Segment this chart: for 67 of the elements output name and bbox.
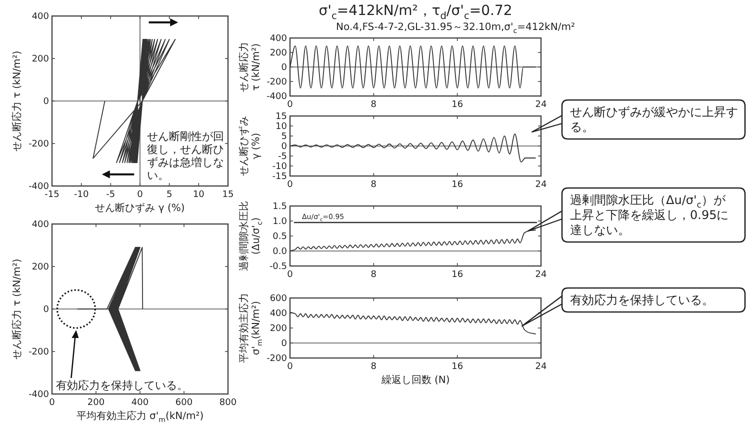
- x-tick-label: 24: [535, 180, 547, 190]
- x-tick-label: 24: [535, 362, 547, 372]
- x-tick-label: 16: [452, 270, 464, 280]
- y-tick-label: -400: [28, 390, 50, 400]
- x-tick-label: 15: [222, 190, 234, 200]
- annotation: 有効応力を保持している。: [56, 379, 188, 392]
- x-tick-label: 16: [452, 180, 464, 190]
- chart-subtitle: No.4,FS-4-7-2,GL-31.95～32.10m,σ'$_{c}$=412kN/m²: [336, 22, 575, 35]
- y-tick-label: 10: [276, 122, 288, 132]
- y-tick-label: 600: [270, 294, 288, 304]
- y-tick-label: 400: [270, 34, 288, 44]
- y-tick-label: -200: [28, 348, 50, 358]
- y-tick-label: 5: [281, 132, 287, 142]
- x-tick-label: -10: [74, 190, 89, 200]
- annotation: せん断剛性が回復し，せん断ひずみは急増しない。: [147, 130, 224, 182]
- y-tick-label: 0: [281, 63, 288, 73]
- x-tick-label: 8: [370, 180, 377, 190]
- y-tick-label: -0.5: [269, 262, 287, 272]
- x-tick-label: 10: [192, 190, 205, 200]
- y-tick-label: -15: [272, 172, 287, 182]
- x-tick-label: 600: [175, 398, 193, 408]
- x-tick-label: 5: [166, 190, 172, 200]
- y-tick-label: 200: [270, 324, 288, 334]
- text: せん断ひずみが緩やかに上昇する。: [570, 105, 738, 134]
- y-tick-label: -200: [266, 354, 288, 364]
- x-tick-label: 16: [452, 362, 464, 372]
- x-axis-title: せん断ひずみ γ (%): [95, 202, 185, 214]
- x-tick-label: 24: [535, 100, 547, 110]
- x-tick-label: 8: [370, 362, 377, 372]
- y-axis-title: せん断応力 τ (kN/m²): [238, 42, 262, 92]
- x-tick-label: 24: [535, 270, 547, 280]
- y-tick-label: 0: [43, 305, 50, 315]
- y-tick-label: 0: [281, 142, 288, 152]
- y-tick-label: 400: [270, 309, 288, 319]
- x-tick-label: 16: [452, 100, 464, 110]
- y-tick-label: 400: [32, 12, 50, 22]
- chart-title: σ'$_{c}$=412kN/m²，τ$_{d}$/σ'$_{c}$=0.72: [318, 3, 512, 22]
- y-tick-label: 0: [281, 339, 288, 349]
- y-tick-label: -400: [28, 182, 50, 192]
- y-tick-label: 200: [270, 48, 288, 58]
- y-axis-title: せん断応力 τ (kN/m²): [11, 50, 23, 152]
- y-axis-title: せん断ひずみ γ (%): [238, 116, 262, 176]
- y-tick-label: -5: [278, 152, 287, 162]
- x-tick-label: 8: [370, 100, 377, 110]
- y-tick-label: -200: [266, 78, 288, 88]
- x-tick-label: 400: [131, 398, 149, 408]
- x-tick-label: 800: [219, 398, 237, 408]
- x-axis-title: 平均有効主応力 σ'$_{m}$(kN/m²): [76, 410, 204, 424]
- y-tick-label: 1.0: [272, 217, 288, 227]
- y-tick-label: -400: [266, 92, 288, 102]
- x-tick-label: 0: [137, 190, 144, 200]
- y-tick-label: -10: [272, 162, 288, 172]
- text: 過剰間隙水圧比（Δu/σ'$_{c}$）が上昇と下降を繰返し，0.95に達しない。: [570, 193, 729, 237]
- x-axis-title: 繰返し回数 (N): [380, 374, 450, 386]
- x-tick-label: -5: [106, 190, 116, 200]
- y-tick-label: 0.5: [272, 232, 287, 242]
- y-tick-label: 0.0: [272, 247, 288, 257]
- text: 有効応力を保持している。: [570, 293, 714, 307]
- y-axis-title: せん断応力 τ (kN/m²): [11, 258, 23, 360]
- y-tick-label: -200: [28, 140, 50, 150]
- y-tick-label: 200: [32, 262, 50, 272]
- y-tick-label: 200: [32, 54, 50, 64]
- y-tick-label: 15: [276, 112, 287, 122]
- y-tick-label: 1.5: [272, 202, 287, 212]
- y-tick-label: 400: [32, 220, 50, 230]
- x-tick-label: 200: [87, 398, 105, 408]
- x-tick-label: 8: [370, 270, 377, 280]
